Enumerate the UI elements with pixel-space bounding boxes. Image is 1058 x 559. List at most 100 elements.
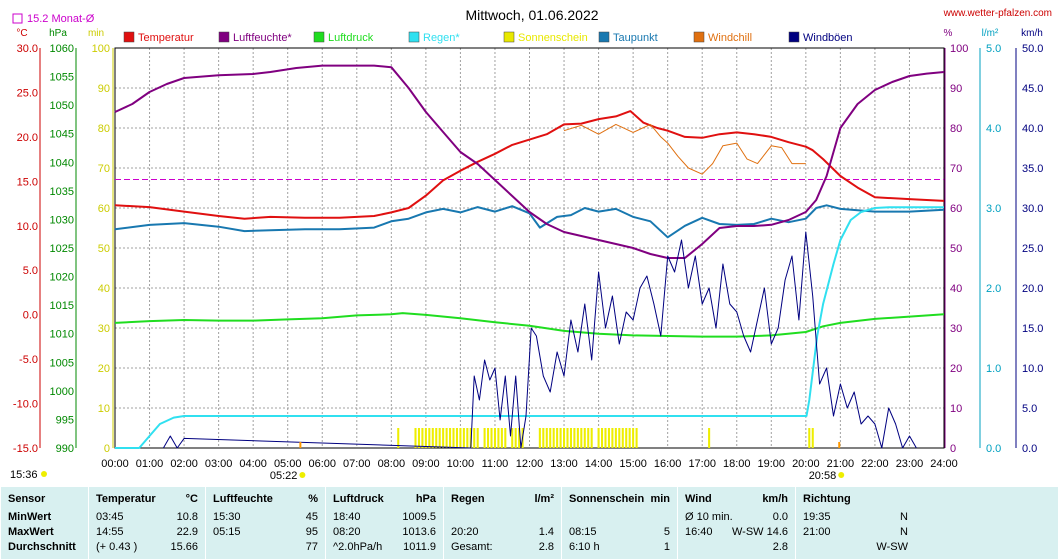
x-tick-10: 10:00: [447, 458, 475, 470]
unit-left-1: hPa: [49, 28, 67, 39]
sunshine-bar-56: [628, 428, 631, 448]
stats-cell-5-2-b: 1: [663, 541, 670, 553]
pressure-axis-tick-0: 1060: [50, 43, 74, 55]
sunshine-bar-49: [604, 428, 607, 448]
legend-label-0: Temperatur: [138, 32, 194, 44]
legend-label-6: Windchill: [708, 32, 752, 44]
pressure-axis-tick-9: 1015: [50, 300, 74, 312]
stats-header-4: Regen: [451, 493, 485, 505]
stats-unit-5: min: [650, 493, 670, 505]
stats-cell-4-2-b: 2.8: [538, 541, 554, 553]
legend-swatch-7: [788, 31, 800, 43]
stats-cell-3-1-a: 08:20: [333, 526, 361, 538]
x-tick-16: 16:00: [654, 458, 682, 470]
stats-cell-6-0-a: Ø 10 min.: [685, 511, 733, 523]
stats-column-7: Richtung 19:35 N 21:00 N W-SW: [795, 487, 916, 559]
sunshine-axis-tick-3: 70: [98, 163, 110, 175]
legend-swatch-5: [598, 31, 610, 43]
legend-label-5: Taupunkt: [613, 32, 658, 44]
stats-unit-2: %: [308, 493, 318, 505]
humidity-axis-tick-3: 70: [950, 163, 962, 175]
series-line-1: [563, 123, 806, 175]
sunshine-axis-tick-1: 90: [98, 83, 110, 95]
pressure-axis-tick-1: 1055: [50, 72, 74, 84]
stats-column-0: Sensor MinWert MaxWert Durchschnitt: [0, 487, 89, 559]
stats-cell-1-2-a: (+ 0.43 ): [96, 541, 138, 553]
humidity-axis-tick-0: 100: [950, 43, 968, 55]
stats-cell-7-1-b: N: [900, 526, 908, 538]
sunshine-axis-tick-6: 40: [98, 283, 110, 295]
stats-cell-2-0-b: 45: [305, 511, 318, 523]
temperature-axis-tick-7: -5.0: [19, 354, 38, 366]
sunshine-axis-tick-5: 50: [98, 243, 110, 255]
stats-column-6: Wind km/h Ø 10 min. 0.0 16:40 W-SW 14.6 2.8: [677, 487, 796, 559]
stats-row-label-1: MaxWert: [8, 526, 54, 538]
stats-column-2: Luftfeuchte% 15:30 45 05:15 95 77: [205, 487, 326, 559]
time-icon: [41, 471, 47, 477]
x-tick-9: 09:00: [412, 458, 440, 470]
stats-column-3: Luftdruck hPa 18:40 1009.5 08:20 1013.6 ^2.0hP…: [325, 487, 444, 559]
sunshine-bar-21: [487, 428, 490, 448]
sunset-label: 20:58: [809, 470, 837, 482]
x-tick-0: 00:00: [101, 458, 129, 470]
x-tick-21: 21:00: [827, 458, 855, 470]
sunshine-bar-59: [708, 428, 711, 448]
sunshine-bar-6: [431, 428, 434, 448]
sunshine-bar-27: [511, 428, 514, 448]
stats-unit-4: l/m²: [534, 493, 554, 505]
sunshine-axis-tick-10: 0: [104, 443, 110, 455]
rain-axis-tick-2: 3.0: [986, 203, 1001, 215]
sunshine-bar-45: [587, 428, 590, 448]
sunshine-bar-23: [493, 428, 496, 448]
sunshine-bar-3: [421, 428, 424, 448]
sunshine-bar-4: [424, 428, 427, 448]
wind-axis-tick-7: 15.0: [1022, 323, 1043, 335]
sunrise-icon: [299, 472, 306, 478]
sunshine-bar-2: [417, 428, 421, 448]
sunshine-bar-14: [459, 428, 462, 448]
stats-cell-4-1-b: 1.4: [538, 526, 554, 538]
stats-cell-2-2-b: 77: [305, 541, 318, 553]
pressure-axis-tick-4: 1040: [50, 157, 74, 169]
stats-cell-3-2-b: 1011.9: [403, 541, 436, 553]
sunshine-bar-24: [497, 428, 500, 448]
series-line-2: [114, 204, 945, 239]
sunshine-axis-tick-0: 100: [92, 43, 110, 55]
wind-axis-tick-1: 45.0: [1022, 83, 1043, 95]
sunshine-bar-12: [452, 428, 455, 448]
stats-header-0: Sensor: [8, 493, 46, 505]
sunshine-axis-tick-7: 30: [98, 323, 110, 335]
stats-cell-2-1-a: 05:15: [213, 526, 241, 538]
sunshine-bar-33: [545, 428, 548, 448]
sunshine-bar-50: [607, 428, 610, 448]
stats-row-label-2: Durchschnitt: [8, 541, 76, 553]
stats-cell-6-0-b: 0.0: [772, 511, 788, 523]
pressure-axis-tick-6: 1030: [50, 214, 74, 226]
stats-cell-7-1-a: 21:00: [803, 526, 831, 538]
sunshine-bar-47: [597, 428, 600, 448]
unit-left-0: °C: [16, 28, 27, 39]
stats-header-5: Sonnenschein: [569, 493, 645, 505]
series-line-4: [114, 312, 945, 338]
sunshine-bar-29: [518, 428, 521, 448]
stats-header-2: Luftfeuchte: [213, 493, 273, 505]
legend-label-4: Sonnenschein: [518, 32, 588, 44]
stats-header-1: Temperatur: [96, 493, 156, 505]
sunshine-bar-39: [566, 428, 569, 448]
rain-axis-tick-0: 5.0: [986, 43, 1001, 55]
unit-right-1: l/m²: [982, 28, 999, 39]
stats-cell-7-0-b: N: [900, 511, 908, 523]
sunshine-bar-52: [614, 428, 617, 448]
unit-right-2: km/h: [1021, 28, 1043, 39]
rain-axis-tick-4: 1.0: [986, 363, 1001, 375]
stats-unit-6: km/h: [762, 493, 788, 505]
sunshine-bar-61: [811, 428, 814, 448]
sunshine-bar-60: [808, 428, 811, 448]
sunshine-bar-11: [449, 428, 452, 448]
sunshine-bar-54: [621, 428, 624, 448]
stats-cell-5-2-a: 6:10 h: [569, 541, 600, 553]
temperature-axis-tick-6: 0.0: [23, 310, 38, 322]
sunshine-bar-48: [601, 428, 604, 448]
stats-cell-5-1-a: 08:15: [569, 526, 597, 538]
sunshine-bar-10: [445, 428, 448, 448]
